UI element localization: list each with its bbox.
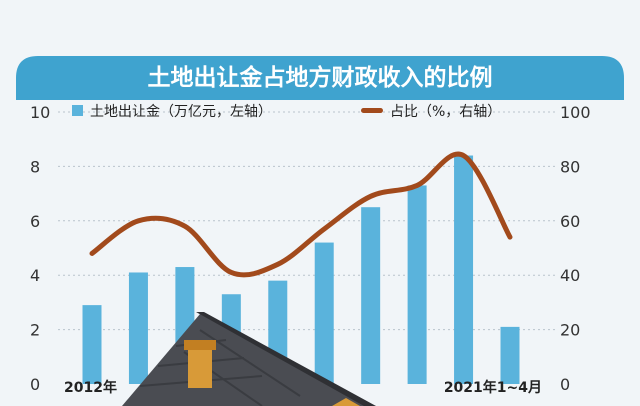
house-illustration bbox=[122, 312, 376, 406]
legend-line-swatch bbox=[361, 108, 383, 113]
chimney-cap bbox=[184, 340, 216, 350]
roof-edge bbox=[196, 312, 376, 406]
left-tick-label: 2 bbox=[30, 321, 40, 340]
left-tick-label: 10 bbox=[30, 103, 50, 122]
bar bbox=[128, 272, 148, 384]
bar bbox=[361, 207, 381, 384]
bar bbox=[314, 242, 334, 384]
left-tick-label: 0 bbox=[30, 375, 40, 394]
right-tick-label: 0 bbox=[560, 375, 570, 394]
chart-title: 土地出让金占地方财政收入的比例 bbox=[148, 64, 493, 91]
bar bbox=[407, 185, 427, 384]
right-tick-label: 60 bbox=[560, 212, 580, 231]
right-axis-ticks: 100 80 60 40 20 0 bbox=[560, 103, 591, 394]
right-tick-label: 100 bbox=[560, 103, 591, 122]
house-wall-corner bbox=[332, 398, 360, 406]
x-label-first: 2012年 bbox=[64, 379, 117, 396]
bar bbox=[82, 305, 102, 384]
house-chimney bbox=[188, 346, 212, 388]
ratio-line bbox=[89, 151, 513, 278]
left-tick-label: 8 bbox=[30, 157, 40, 176]
bar bbox=[500, 326, 520, 384]
legend: 土地出让金（万亿元，左轴） 占比（%，右轴） bbox=[72, 104, 501, 120]
right-tick-label: 40 bbox=[560, 266, 580, 285]
title-banner bbox=[16, 56, 624, 100]
line-series bbox=[89, 151, 513, 278]
right-tick-label: 80 bbox=[560, 157, 580, 176]
left-tick-label: 4 bbox=[30, 266, 40, 285]
x-label-last: 2021年1~4月 bbox=[444, 379, 542, 396]
right-tick-label: 20 bbox=[560, 321, 580, 340]
bar bbox=[454, 155, 474, 384]
legend-bar-swatch bbox=[72, 105, 83, 116]
left-tick-label: 6 bbox=[30, 212, 40, 231]
left-axis-ticks: 10 8 6 4 2 0 bbox=[30, 103, 50, 394]
legend-bar-label: 土地出让金（万亿元，左轴） bbox=[90, 104, 272, 120]
legend-line-label: 占比（%，右轴） bbox=[390, 104, 501, 120]
